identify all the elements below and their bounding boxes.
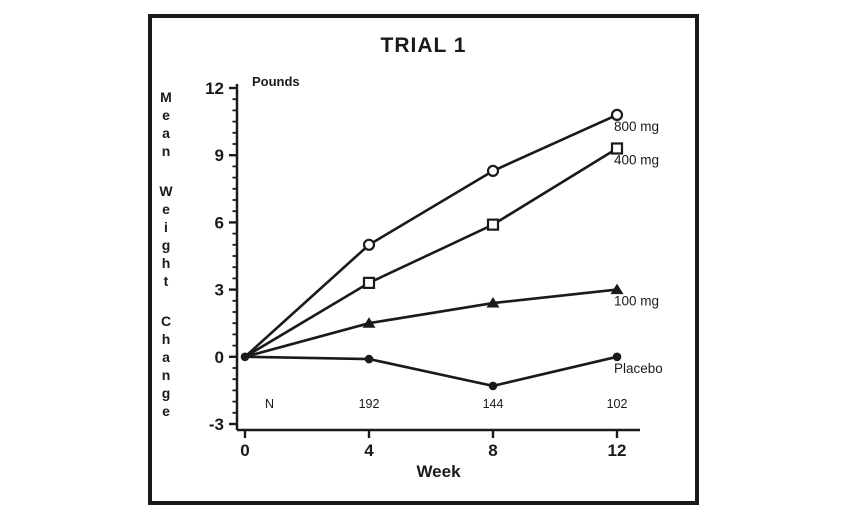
y-axis-label-letter: e <box>162 201 170 217</box>
y-tick-label: 3 <box>215 281 224 300</box>
y-axis-label-letter: e <box>162 107 170 123</box>
series-label-100-mg: 100 mg <box>614 294 659 309</box>
x-tick-label: 4 <box>364 441 374 460</box>
pounds-label: Pounds <box>252 74 300 89</box>
n-row-value: 102 <box>607 397 628 411</box>
x-tick-label: 12 <box>608 441 627 460</box>
marker-800-mg <box>610 108 624 121</box>
y-tick-label: 9 <box>215 146 224 165</box>
y-tick-label: -3 <box>209 415 224 434</box>
y-axis-label-letter: i <box>164 219 168 235</box>
n-row-value: 144 <box>483 397 504 411</box>
series-line-400-mg <box>244 147 618 358</box>
y-axis-label-letter: C <box>160 313 172 329</box>
marker-800-mg <box>486 164 500 177</box>
y-axis-label-letter: a <box>162 349 170 365</box>
n-row-value: 192 <box>359 397 380 411</box>
y-axis-label-letter: e <box>162 403 170 419</box>
n-row-label: N <box>265 397 274 411</box>
y-tick-label: 12 <box>205 79 224 98</box>
marker-placebo <box>364 354 374 364</box>
x-tick-label: 0 <box>240 441 249 460</box>
chart-title: TRIAL 1 <box>380 34 467 57</box>
series-line-100-mg <box>244 288 618 359</box>
line-chart: -3 0 3 6 9 12 0 4 8 12 Pounds Week N 192 144 102 800 mg 4… <box>205 74 663 481</box>
y-axis-label-letter: g <box>161 385 171 401</box>
marker-800-mg <box>362 238 376 251</box>
marker-placebo <box>488 381 498 391</box>
y-axis-label-letter: h <box>161 255 171 271</box>
marker-100-mg <box>610 283 624 295</box>
marker-400-mg <box>610 142 624 155</box>
series-label-400-mg: 400 mg <box>614 152 659 167</box>
y-tick-label: 0 <box>215 348 224 367</box>
series-line-placebo <box>244 355 618 388</box>
x-tick-label: 8 <box>488 441 497 460</box>
x-axis-title: Week <box>416 462 461 481</box>
y-axis-label-letter: n <box>161 143 171 159</box>
y-axis-label-letter: t <box>163 273 169 289</box>
series-label-800-mg: 800 mg <box>614 119 659 134</box>
series-line-800-mg <box>244 113 618 358</box>
origin-marker <box>240 352 250 362</box>
marker-400-mg <box>362 276 376 289</box>
marker-400-mg <box>486 218 500 231</box>
y-axis-label-letter: W <box>159 183 173 199</box>
y-axis-label-letter: a <box>162 125 170 141</box>
y-axis-label-letter: h <box>161 331 171 347</box>
marker-placebo <box>612 352 622 362</box>
series-label-placebo: Placebo <box>614 361 663 376</box>
marker-100-mg <box>362 317 376 328</box>
y-axis-label-letter: M <box>160 89 172 105</box>
y-axis-label-letter: g <box>161 237 171 253</box>
y-axis-label-letter: n <box>161 367 171 383</box>
y-tick-label: 6 <box>215 213 224 232</box>
marker-100-mg <box>486 297 500 308</box>
